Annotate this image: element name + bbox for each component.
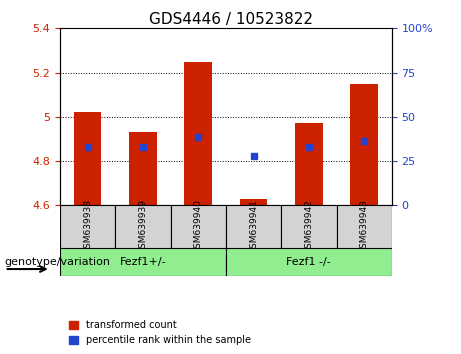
- Bar: [74, 113, 101, 205]
- Text: GSM639941: GSM639941: [249, 199, 258, 254]
- Bar: [350, 84, 378, 205]
- FancyBboxPatch shape: [226, 205, 281, 248]
- Text: GSM639943: GSM639943: [360, 199, 369, 254]
- Text: GDS4446 / 10523822: GDS4446 / 10523822: [148, 12, 313, 27]
- FancyBboxPatch shape: [60, 205, 115, 248]
- Bar: [240, 199, 267, 205]
- Bar: [129, 132, 157, 205]
- Bar: [184, 62, 212, 205]
- Text: GSM639939: GSM639939: [138, 199, 148, 254]
- Legend: transformed count, percentile rank within the sample: transformed count, percentile rank withi…: [65, 316, 255, 349]
- FancyBboxPatch shape: [226, 248, 392, 276]
- Text: Fezf1+/-: Fezf1+/-: [119, 257, 166, 267]
- Text: GSM639938: GSM639938: [83, 199, 92, 254]
- Text: GSM639940: GSM639940: [194, 199, 203, 254]
- FancyBboxPatch shape: [281, 205, 337, 248]
- Text: GSM639942: GSM639942: [304, 199, 313, 254]
- FancyBboxPatch shape: [337, 205, 392, 248]
- Text: genotype/variation: genotype/variation: [5, 257, 111, 267]
- FancyBboxPatch shape: [115, 205, 171, 248]
- Bar: [295, 124, 323, 205]
- Text: Fezf1 -/-: Fezf1 -/-: [286, 257, 331, 267]
- FancyBboxPatch shape: [60, 248, 226, 276]
- FancyBboxPatch shape: [171, 205, 226, 248]
